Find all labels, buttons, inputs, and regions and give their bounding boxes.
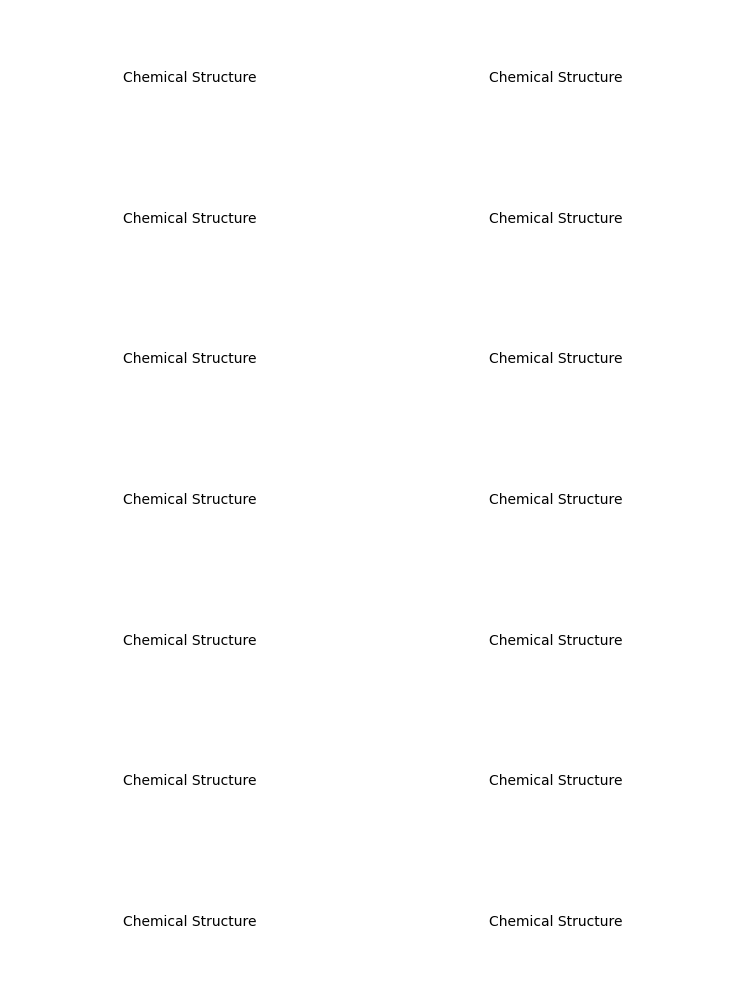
Text: Chemical Structure: Chemical Structure [124,634,257,648]
Text: Chemical Structure: Chemical Structure [489,634,622,648]
Text: Chemical Structure: Chemical Structure [124,352,257,366]
Text: Chemical Structure: Chemical Structure [489,352,622,366]
Text: Chemical Structure: Chemical Structure [489,71,622,85]
Text: Chemical Structure: Chemical Structure [124,493,257,507]
Text: Chemical Structure: Chemical Structure [489,493,622,507]
Text: Chemical Structure: Chemical Structure [124,915,257,929]
Text: Chemical Structure: Chemical Structure [124,774,257,788]
Text: Chemical Structure: Chemical Structure [489,915,622,929]
Text: Chemical Structure: Chemical Structure [489,774,622,788]
Text: Chemical Structure: Chemical Structure [489,212,622,226]
Text: Chemical Structure: Chemical Structure [124,212,257,226]
Text: Chemical Structure: Chemical Structure [124,71,257,85]
